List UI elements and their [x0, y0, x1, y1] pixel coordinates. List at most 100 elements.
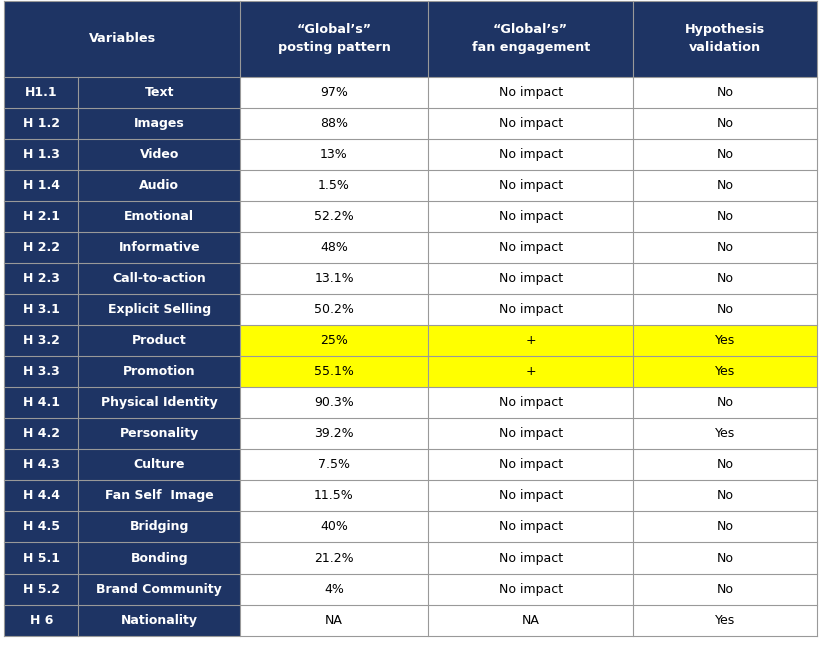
- Bar: [4, 480, 240, 511]
- Bar: [4, 449, 240, 480]
- Text: 40%: 40%: [320, 521, 348, 534]
- Bar: [240, 604, 817, 636]
- Text: No: No: [717, 179, 734, 192]
- Bar: [240, 325, 817, 356]
- Text: No: No: [717, 583, 734, 596]
- Bar: [240, 511, 817, 543]
- Text: 13.1%: 13.1%: [314, 272, 354, 285]
- Text: Culture: Culture: [134, 458, 185, 472]
- Text: No impact: No impact: [498, 489, 562, 502]
- Text: H1.1: H1.1: [25, 86, 57, 99]
- Text: Personality: Personality: [120, 427, 199, 440]
- Text: H 1.2: H 1.2: [23, 116, 60, 129]
- Text: No: No: [717, 521, 734, 534]
- Bar: [4, 1, 817, 77]
- Text: No impact: No impact: [498, 241, 562, 254]
- Bar: [4, 77, 240, 107]
- Text: “Global’s”
posting pattern: “Global’s” posting pattern: [277, 24, 391, 54]
- Text: Audio: Audio: [140, 179, 179, 192]
- Bar: [4, 325, 240, 356]
- Bar: [240, 574, 817, 604]
- Text: 88%: 88%: [320, 116, 348, 129]
- Text: Call-to-action: Call-to-action: [112, 272, 206, 285]
- Text: No: No: [717, 272, 734, 285]
- Text: No: No: [717, 396, 734, 409]
- Text: No: No: [717, 86, 734, 99]
- Text: No impact: No impact: [498, 272, 562, 285]
- Text: H 4.2: H 4.2: [23, 427, 60, 440]
- Text: No: No: [717, 489, 734, 502]
- Bar: [240, 419, 817, 449]
- Text: Yes: Yes: [715, 613, 736, 627]
- Bar: [4, 511, 240, 543]
- Bar: [4, 574, 240, 604]
- Text: Text: Text: [144, 86, 174, 99]
- Text: Bonding: Bonding: [131, 551, 188, 564]
- Text: H 4.1: H 4.1: [23, 396, 60, 409]
- Text: H 4.5: H 4.5: [23, 521, 60, 534]
- Text: 21.2%: 21.2%: [314, 551, 354, 564]
- Text: No: No: [717, 458, 734, 472]
- Bar: [4, 356, 240, 387]
- Text: Variables: Variables: [89, 33, 156, 45]
- Bar: [240, 201, 817, 232]
- Text: Promotion: Promotion: [123, 365, 195, 378]
- Text: Nationality: Nationality: [121, 613, 198, 627]
- Text: No impact: No impact: [498, 396, 562, 409]
- Bar: [4, 387, 240, 419]
- Text: H 4.3: H 4.3: [23, 458, 60, 472]
- Text: No: No: [717, 551, 734, 564]
- Text: 55.1%: 55.1%: [314, 365, 354, 378]
- Bar: [4, 543, 240, 574]
- Text: No: No: [717, 210, 734, 223]
- Text: No impact: No impact: [498, 148, 562, 161]
- Text: Fan Self  Image: Fan Self Image: [105, 489, 213, 502]
- Bar: [240, 387, 817, 419]
- Text: +: +: [525, 334, 536, 347]
- Bar: [240, 449, 817, 480]
- Text: H 3.2: H 3.2: [23, 334, 60, 347]
- Text: 90.3%: 90.3%: [314, 396, 354, 409]
- Text: 48%: 48%: [320, 241, 348, 254]
- Bar: [4, 170, 240, 201]
- Text: Emotional: Emotional: [124, 210, 195, 223]
- Text: 97%: 97%: [320, 86, 348, 99]
- Text: 7.5%: 7.5%: [318, 458, 350, 472]
- Text: H 5.2: H 5.2: [23, 583, 60, 596]
- Text: NA: NA: [325, 613, 343, 627]
- Bar: [4, 419, 240, 449]
- Text: H 1.4: H 1.4: [23, 179, 60, 192]
- Text: H 4.4: H 4.4: [23, 489, 60, 502]
- Text: No impact: No impact: [498, 427, 562, 440]
- Text: H 2.3: H 2.3: [23, 272, 60, 285]
- Text: H 5.1: H 5.1: [23, 551, 60, 564]
- Text: H 6: H 6: [30, 613, 53, 627]
- Text: Yes: Yes: [715, 334, 736, 347]
- Text: No: No: [717, 116, 734, 129]
- Text: No: No: [717, 241, 734, 254]
- Text: 11.5%: 11.5%: [314, 489, 354, 502]
- Bar: [240, 294, 817, 325]
- Text: Images: Images: [134, 116, 185, 129]
- Bar: [240, 108, 817, 139]
- Text: No impact: No impact: [498, 116, 562, 129]
- Bar: [4, 263, 240, 294]
- Bar: [4, 232, 240, 263]
- Text: No impact: No impact: [498, 551, 562, 564]
- Text: No impact: No impact: [498, 179, 562, 192]
- Text: H 1.3: H 1.3: [23, 148, 60, 161]
- Text: No impact: No impact: [498, 210, 562, 223]
- Bar: [240, 543, 817, 574]
- Text: NA: NA: [521, 613, 539, 627]
- Text: H 3.1: H 3.1: [23, 303, 60, 316]
- Bar: [240, 232, 817, 263]
- Text: Explicit Selling: Explicit Selling: [108, 303, 211, 316]
- Text: 50.2%: 50.2%: [314, 303, 354, 316]
- Text: No impact: No impact: [498, 521, 562, 534]
- Text: 4%: 4%: [324, 583, 344, 596]
- Text: H 2.2: H 2.2: [23, 241, 60, 254]
- Text: Bridging: Bridging: [130, 521, 189, 534]
- Bar: [240, 170, 817, 201]
- Text: No: No: [717, 303, 734, 316]
- Text: Yes: Yes: [715, 365, 736, 378]
